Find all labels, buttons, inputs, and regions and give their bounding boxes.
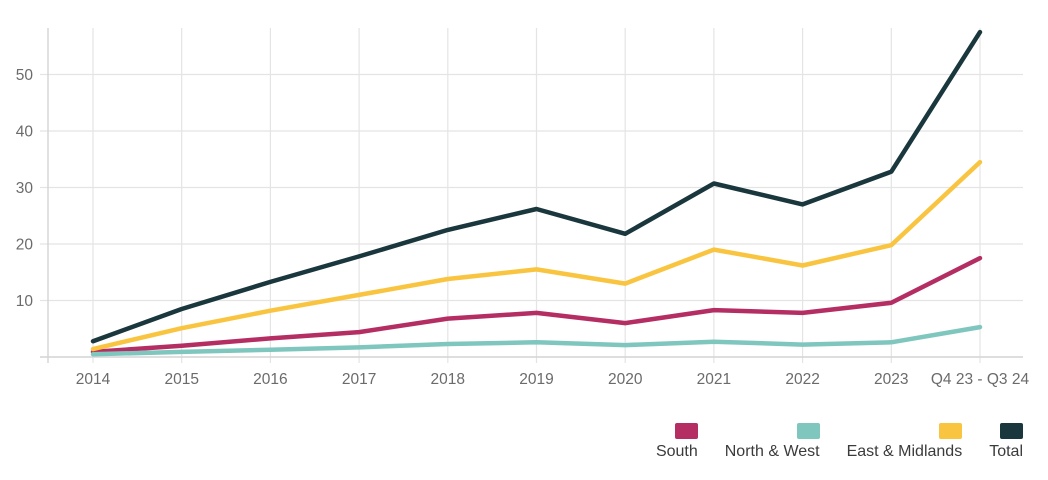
legend-label-east-midlands: East & Midlands <box>846 443 963 460</box>
legend-swatch-south <box>674 423 698 439</box>
chart-canvas: 10 20 30 40 50 2014 2015 2016 2017 2018 2019 2020 20… <box>16 28 1030 388</box>
legend-swatch-north-west <box>796 423 820 439</box>
legend-label-total: Total <box>989 443 1023 460</box>
x-axis-tick-label: 2016 <box>253 371 287 388</box>
x-axis-tick-label: 2015 <box>164 371 198 388</box>
x-axis-tick-label: 2022 <box>785 371 819 388</box>
x-axis-tick-label: 2021 <box>697 371 731 388</box>
y-axis-tick-label: 10 <box>16 293 34 310</box>
legend-item-total[interactable]: Total <box>989 423 1023 461</box>
y-axis-tick-label: 30 <box>16 180 34 197</box>
legend-item-north-west[interactable]: North & West <box>725 423 820 461</box>
x-axis-tick-label: 2019 <box>519 371 553 388</box>
legend-label-south: South <box>655 443 698 460</box>
x-axis-tick-label: 2018 <box>431 371 465 388</box>
series-line-south <box>90 255 983 355</box>
series-line-north-west <box>90 324 983 357</box>
y-axis-tick-label: 50 <box>16 67 34 84</box>
y-axis-tick-label: 40 <box>16 124 34 141</box>
legend-item-east-midlands[interactable]: East & Midlands <box>847 423 963 461</box>
x-axis-tick-label: 2017 <box>342 371 376 388</box>
series-line-total <box>90 29 983 344</box>
series-line-east-midlands <box>90 159 983 352</box>
legend-swatch-total <box>1000 423 1023 439</box>
legend-label-north-west: North & West <box>724 443 820 460</box>
x-axis-tick-label: Q4 23 - Q3 24 <box>931 371 1030 388</box>
legend-item-south[interactable]: South <box>656 423 698 461</box>
x-axis-tick-label: 2023 <box>874 371 908 388</box>
legend-swatch-east-midlands <box>939 423 963 439</box>
x-axis-tick-label: 2020 <box>608 371 643 388</box>
chart-legend: South North & West East & Midlands Total <box>656 423 1023 461</box>
y-axis-tick-label: 20 <box>16 237 34 254</box>
x-axis-tick-label: 2014 <box>76 371 111 388</box>
